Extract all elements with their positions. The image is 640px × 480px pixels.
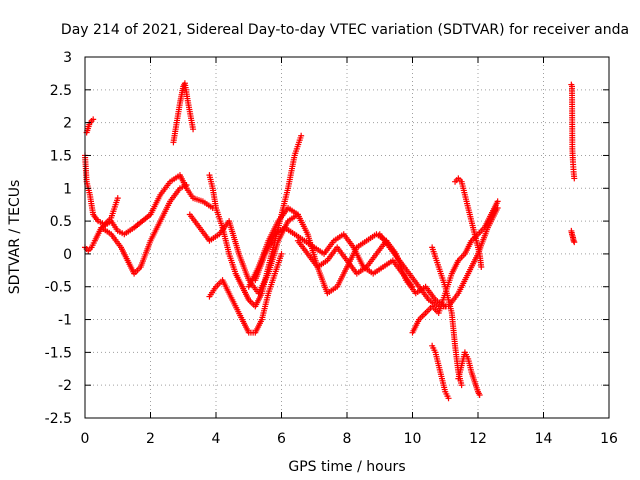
data-points: [82, 80, 578, 402]
series-arc-d: [98, 181, 190, 277]
y-tick-label: -0.5: [45, 280, 72, 296]
data-point: [570, 237, 577, 244]
x-tick-label: 14: [535, 431, 553, 447]
chart-title: Day 214 of 2021, Sidereal Day-to-day VTE…: [61, 22, 629, 38]
y-tick-label: 3: [63, 50, 72, 66]
series-arc-c: [83, 116, 97, 136]
y-tick-label: 0.5: [50, 214, 72, 230]
y-tick-label: -1: [58, 313, 72, 329]
data-point: [445, 395, 452, 402]
grid-lines: [85, 57, 609, 418]
x-tick-label: 6: [277, 431, 286, 447]
x-tick-label: 8: [343, 431, 352, 447]
series-arc-e: [170, 80, 197, 146]
series-arc-q: [455, 349, 483, 399]
series-arc-m: [409, 198, 501, 336]
data-point: [476, 392, 483, 399]
x-axis-label: GPS time / hours: [288, 459, 405, 475]
data-point: [90, 116, 97, 123]
series-arc-a: [82, 172, 216, 254]
data-point: [298, 132, 305, 139]
data-point: [190, 126, 197, 133]
series-arc-g: [206, 250, 285, 336]
series-arc-p: [452, 175, 485, 271]
data-point: [494, 198, 501, 205]
series-arc-f: [186, 211, 301, 297]
series-arc-l: [376, 204, 501, 310]
data-point: [458, 382, 465, 389]
y-tick-label: 1: [63, 181, 72, 197]
series-arc-o: [429, 244, 465, 389]
y-tick-label: 1.5: [50, 148, 72, 164]
x-tick-label: 12: [469, 431, 487, 447]
series-arc-n: [429, 342, 452, 402]
x-tick-label: 4: [212, 431, 221, 447]
series-arc-r: [568, 81, 578, 182]
axes: 0 2 4 6 8 10 12 14 16 -2.5 -2 -1.5 -1 -0.5 0 0.5 1 1.5 2 2.…: [45, 50, 618, 447]
x-tick-label: 0: [81, 431, 90, 447]
y-tick-label: 0: [63, 247, 72, 263]
data-point: [183, 181, 190, 188]
y-tick-label: -2: [58, 378, 72, 394]
y-tick-label: 2: [63, 116, 72, 132]
x-tick-label: 10: [404, 431, 422, 447]
series-arc-j: [252, 224, 416, 290]
data-point: [571, 239, 578, 246]
data-point: [114, 195, 121, 202]
data-point: [571, 175, 578, 182]
x-tick-label: 16: [600, 431, 618, 447]
y-tick-label: 2.5: [50, 83, 72, 99]
data-point: [278, 250, 285, 257]
y-axis-label: SDTVAR / TECUs: [7, 180, 23, 295]
y-tick-label: -2.5: [45, 411, 72, 427]
series-arc-s: [568, 227, 578, 246]
data-point: [478, 264, 485, 271]
x-tick-label: 2: [146, 431, 155, 447]
series-arc-b: [82, 152, 121, 228]
y-tick-label: -1.5: [45, 345, 72, 361]
